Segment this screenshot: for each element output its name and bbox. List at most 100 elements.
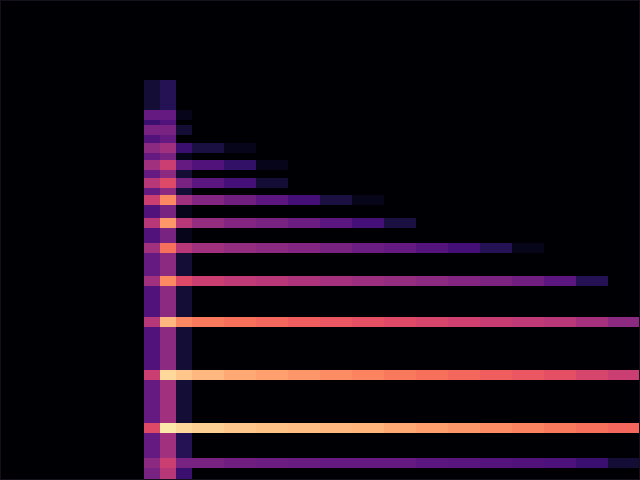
heatmap-cell [576, 380, 608, 423]
heatmap-cell [576, 423, 608, 433]
heatmap-cell [256, 423, 288, 433]
heatmap-cell [320, 218, 352, 228]
heatmap-cell [320, 317, 352, 327]
heatmap-cell [224, 370, 256, 380]
heatmap-cell [384, 205, 416, 218]
heatmap-cell [544, 458, 576, 468]
heatmap-cell [416, 317, 448, 327]
heatmap-cell [512, 170, 544, 178]
heatmap-cell [256, 286, 288, 317]
heatmap-cell [576, 170, 608, 178]
heatmap-cell [176, 380, 192, 423]
heatmap-cell [608, 327, 640, 370]
heatmap-cell [320, 178, 352, 188]
heatmap-cell [320, 286, 352, 317]
heatmap-cell [256, 135, 288, 143]
heatmap-cell [192, 80, 224, 110]
heatmap-cell [144, 170, 160, 178]
heatmap-cell [416, 276, 448, 286]
heatmap-cell [576, 160, 608, 170]
heatmap-cell [176, 243, 192, 253]
heatmap-cell [160, 120, 176, 125]
heatmap-cell [512, 243, 544, 253]
heatmap-cell [192, 125, 224, 135]
heatmap-cell [544, 153, 576, 160]
heatmap-cell [352, 170, 384, 178]
heatmap-cell [224, 228, 256, 243]
heatmap-cell [544, 120, 576, 125]
heatmap-cell [448, 188, 480, 195]
heatmap-cell [480, 125, 512, 135]
heatmap-cell [224, 135, 256, 143]
heatmap-cell [480, 205, 512, 218]
heatmap-cell [224, 188, 256, 195]
heatmap-cell [320, 80, 352, 110]
heatmap-cell [512, 423, 544, 433]
heatmap-cell [544, 125, 576, 135]
heatmap-cell [384, 160, 416, 170]
heatmap-cell [160, 110, 176, 120]
heatmap-cell [176, 143, 192, 153]
heatmap-cell [192, 110, 224, 120]
heatmap-cell [608, 160, 640, 170]
heatmap-cell [448, 178, 480, 188]
heatmap-cell [480, 380, 512, 423]
heatmap-cell [448, 195, 480, 205]
heatmap-cell [544, 433, 576, 458]
heatmap-cell [224, 153, 256, 160]
heatmap-cell [608, 170, 640, 178]
heatmap-cell [480, 276, 512, 286]
heatmap-cell [320, 125, 352, 135]
heatmap-cell [176, 228, 192, 243]
heatmap-cell [160, 205, 176, 218]
heatmap-cell [352, 243, 384, 253]
heatmap-cell [144, 243, 160, 253]
heatmap-cell [192, 135, 224, 143]
heatmap-cell [608, 120, 640, 125]
heatmap-cell [192, 286, 224, 317]
heatmap-cell [320, 170, 352, 178]
heatmap-cell [448, 170, 480, 178]
heatmap-cell [288, 370, 320, 380]
heatmap-cell [544, 135, 576, 143]
heatmap-cell [448, 125, 480, 135]
heatmap-cell [608, 135, 640, 143]
heatmap-cell [416, 228, 448, 243]
heatmap-cell [416, 143, 448, 153]
heatmap-cell [144, 110, 160, 120]
heatmap-cell [384, 380, 416, 423]
heatmap-cell [608, 370, 640, 380]
heatmap-cell [416, 380, 448, 423]
heatmap-cell [352, 253, 384, 276]
heatmap-cell [608, 468, 640, 480]
heatmap-cell [144, 218, 160, 228]
heatmap-cell [288, 153, 320, 160]
heatmap-cell [512, 125, 544, 135]
heatmap-cell [320, 276, 352, 286]
heatmap-cell [352, 468, 384, 480]
heatmap-cell [288, 286, 320, 317]
heatmap-cell [576, 143, 608, 153]
heatmap-cell [512, 110, 544, 120]
heatmap-cell [288, 433, 320, 458]
heatmap-cell [320, 433, 352, 458]
heatmap-cell [480, 458, 512, 468]
heatmap-cell [320, 143, 352, 153]
heatmap-cell [144, 80, 160, 110]
heatmap-cell [576, 253, 608, 276]
heatmap-cell [384, 195, 416, 205]
heatmap-cell [416, 205, 448, 218]
heatmap-cell [448, 433, 480, 458]
heatmap-cell [160, 228, 176, 243]
heatmap-cell [384, 170, 416, 178]
heatmap-cell [352, 218, 384, 228]
heatmap-cell [288, 228, 320, 243]
heatmap-cell [544, 228, 576, 243]
heatmap-cell [352, 125, 384, 135]
heatmap-cell [512, 327, 544, 370]
heatmap-cell [384, 276, 416, 286]
heatmap-cell [608, 380, 640, 423]
heatmap-cell [448, 135, 480, 143]
heatmap-cell [224, 80, 256, 110]
heatmap-cell [352, 195, 384, 205]
